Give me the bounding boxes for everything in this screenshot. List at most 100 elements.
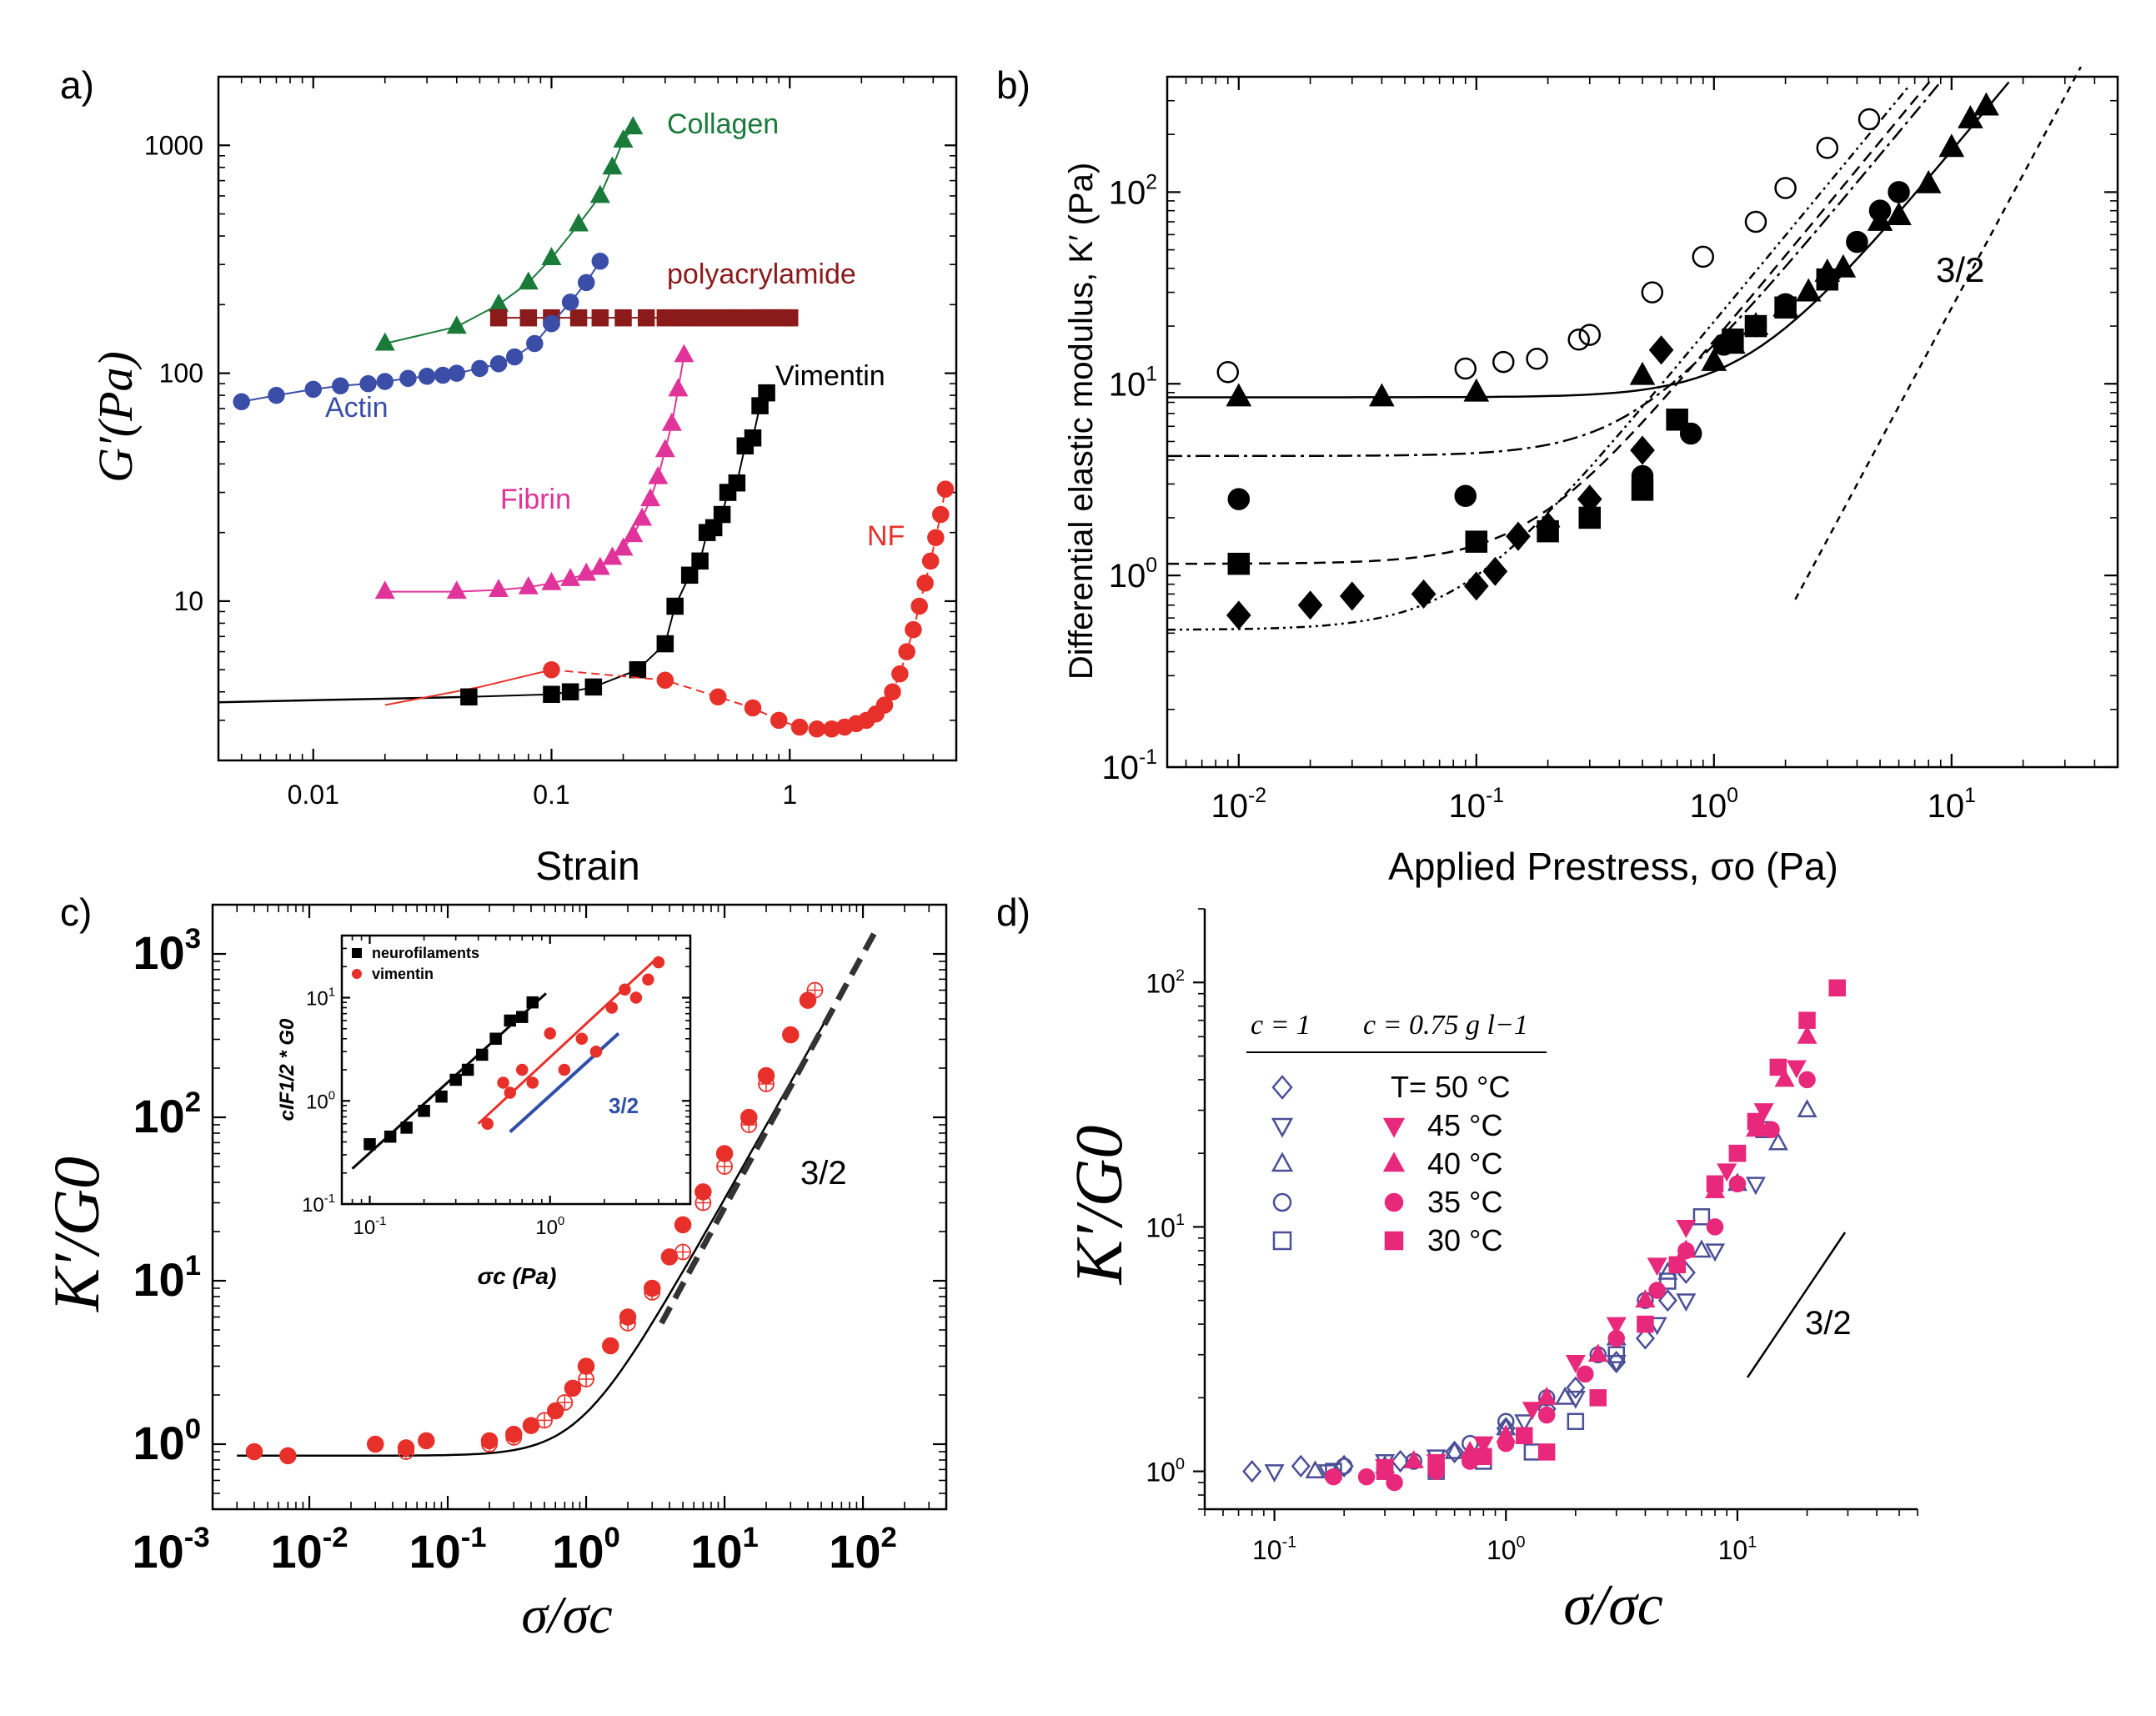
legend-row-30: 30 °C — [1427, 1223, 1502, 1257]
point-c-0-75-35-C — [1607, 1329, 1625, 1347]
point-filled-squares — [1666, 409, 1688, 431]
inset-point-vimentin — [515, 1063, 529, 1076]
point-Fibrin — [648, 465, 669, 484]
point-filled-diamonds — [1535, 511, 1561, 541]
point-c-1-50-C — [1291, 1454, 1311, 1478]
point-c-0-75-45-C — [1647, 1257, 1667, 1277]
panel-d-axes: 10-1 100 101 100 101 102 — [1146, 908, 1918, 1565]
point-c-0-75-35-C — [1497, 1434, 1515, 1453]
point-c-1-40-C — [1305, 1460, 1326, 1479]
point-open-crossed-cross — [807, 982, 823, 998]
panel-b-ylabel: Differential elastic modulus, K′ (Pa) — [1063, 163, 1100, 680]
point-Collagen — [623, 116, 644, 135]
point-filled-triangles — [1226, 383, 1252, 407]
point-Actin — [543, 314, 560, 333]
point-filled-circles — [1846, 230, 1868, 253]
point-c-0-75-45-C — [1786, 1060, 1807, 1079]
point-filled-squares — [1465, 530, 1488, 553]
panel-c-slope-label: 3/2 — [800, 1155, 847, 1192]
point-c-1-45-C — [1745, 1177, 1766, 1196]
point-open-circles — [1858, 108, 1881, 131]
panel-b-label: b) — [996, 63, 1030, 107]
panel-d-series — [1242, 979, 1846, 1492]
point-filled — [602, 1337, 619, 1355]
x-tick-label: 1 — [782, 780, 797, 810]
vimentin-guide — [218, 695, 469, 704]
point-c-0-75-35-C — [1648, 1282, 1666, 1299]
inset-y-tick-label: 101 — [306, 986, 335, 1011]
point-c-1-50-C — [1566, 1376, 1586, 1399]
point-NF — [744, 699, 762, 717]
legend-row-45: 45 °C — [1427, 1108, 1502, 1142]
point-NF — [808, 720, 826, 738]
point-c-0-75-40-C — [1403, 1450, 1424, 1468]
point-Fibrin — [560, 568, 581, 586]
point-c-0-75-35-C — [1762, 1121, 1780, 1139]
point-Vimentin — [744, 429, 762, 447]
inset-legend-vimentin: vimentin — [372, 966, 434, 982]
point-polyacrylamide — [569, 309, 588, 327]
point-c-0-75-30-C — [1475, 1448, 1492, 1466]
inset-point-neurofilaments — [364, 1138, 376, 1151]
point-c-0-75-30-C — [1637, 1315, 1654, 1333]
inset-xlabel: σc (Pa) — [478, 1263, 557, 1289]
point-filled-triangles — [1629, 361, 1656, 385]
legend-row-40: 40 °C — [1427, 1147, 1502, 1181]
point-Vimentin — [629, 660, 647, 679]
point-c-1-40-C — [1691, 1239, 1712, 1258]
point-c-1-40-C — [1555, 1386, 1576, 1405]
point-filled — [279, 1447, 297, 1465]
point-Fibrin — [489, 579, 509, 597]
point-c-0-75-30-C — [1376, 1463, 1394, 1480]
point-c-0-75-30-C — [1828, 979, 1846, 997]
point-filled-squares — [1631, 479, 1654, 501]
point-c-1-35-C — [1335, 1458, 1353, 1475]
label-polyacrylamide: polyacrylamide — [667, 258, 856, 290]
x-tick-label: 100 — [1487, 1533, 1526, 1565]
point-polyacrylamide — [614, 309, 632, 327]
point-open-crossed-cross — [741, 1116, 757, 1132]
x-tick-label: 0.01 — [288, 780, 339, 810]
point-c-0-75-30-C — [1706, 1175, 1724, 1193]
legend-marker-filled — [1382, 1152, 1406, 1172]
inset-point-neurofilaments — [515, 1011, 529, 1023]
inset-x-tick-label: 10-1 — [353, 1215, 387, 1239]
panel-a: a) 0.01 0.1 1 10 100 1000 Strain G′(Pa) Colla… — [60, 63, 958, 889]
panel-a-axes: 0.01 0.1 1 10 100 1000 — [144, 76, 957, 810]
point-open-crossed-cross — [579, 1372, 594, 1387]
point-c-1-45-C — [1264, 1464, 1285, 1483]
point-Actin — [332, 377, 349, 395]
point-Vimentin — [728, 474, 746, 492]
point-NF — [921, 552, 940, 570]
y-tick-label: 100 — [159, 359, 203, 389]
point-open-crossed-cross — [506, 1429, 522, 1445]
point-open-circles — [1816, 137, 1839, 159]
point-open-crossed-cross — [246, 1443, 262, 1459]
point-open-crossed-cross — [482, 1437, 498, 1452]
inset-point-neurofilaments — [476, 1048, 489, 1061]
point-Actin — [577, 273, 595, 292]
point-filled-diamonds — [1482, 556, 1508, 586]
point-open-circles — [1454, 357, 1477, 380]
point-filled-diamonds — [1630, 435, 1655, 465]
point-filled-diamonds — [1648, 335, 1674, 365]
panel-b-xlabel: Applied Prestress, σo (Pa) — [1388, 845, 1838, 888]
point-Vimentin — [758, 384, 775, 402]
point-filled-diamonds — [1577, 484, 1602, 514]
point-open-circles — [1492, 350, 1515, 374]
panel-c-axes: 10-3 10-2 10-1 100 101 102 100 101 102 103 — [132, 904, 947, 1578]
point-c-1-50-C — [1635, 1327, 1655, 1350]
point-filled-triangles — [1938, 133, 1965, 158]
inset-point-vimentin — [497, 1076, 509, 1089]
point-c-1-45-C — [1514, 1414, 1535, 1433]
point-Actin — [233, 393, 250, 411]
x-tick-label: 10-1 — [1449, 785, 1505, 825]
point-polyacrylamide — [519, 309, 538, 327]
y-tick-label: 1000 — [144, 130, 203, 160]
point-c-0-75-35-C — [1325, 1468, 1342, 1486]
point-NF — [709, 688, 727, 706]
point-c-0-75-45-C — [1522, 1402, 1542, 1421]
point-c-0-75-35-C — [1728, 1175, 1747, 1193]
inset-point-vimentin — [652, 956, 665, 969]
